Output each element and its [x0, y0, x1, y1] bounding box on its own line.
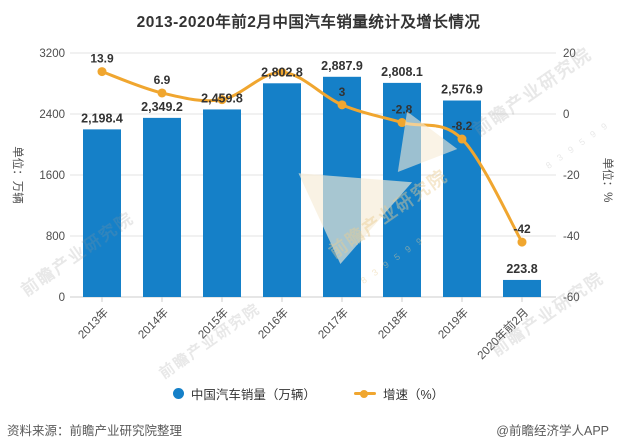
- x-axis-label: 2015年: [195, 305, 231, 341]
- x-axis-label: 2018年: [375, 305, 411, 341]
- bar: [263, 83, 301, 297]
- line-point: [97, 67, 107, 77]
- source-note: 资料来源：前瞻产业研究院整理: [7, 424, 183, 438]
- left-axis-tick-label: 3200: [39, 48, 65, 60]
- chart-title: 2013-2020年前2月中国汽车销量统计及增长情况: [136, 14, 481, 31]
- bar-value-label: 2,576.9: [441, 83, 483, 97]
- bar: [503, 279, 541, 297]
- right-axis-tick-label: -60: [563, 292, 580, 304]
- left-axis-tick-label: 0: [59, 292, 65, 304]
- line-value-label: 13.9: [90, 52, 114, 66]
- line-value-label: -8.2: [452, 119, 473, 133]
- line-point: [457, 134, 467, 144]
- bar-value-label: 2,802.8: [261, 65, 303, 79]
- right-axis-name: 单位：%: [601, 158, 615, 203]
- line-value-label: 6.9: [154, 73, 171, 87]
- line-point: [397, 118, 407, 128]
- line-value-label: 3: [339, 85, 346, 99]
- legend-label: 增速（%）: [382, 388, 445, 402]
- bar-value-label: 2,459.8: [201, 91, 243, 105]
- x-axis-label: 2019年: [435, 305, 471, 341]
- credit-note: @前瞻经济学人APP: [496, 424, 609, 438]
- x-axis-label: 2020年前2月: [474, 305, 531, 362]
- legend-label: 中国汽车销量（万辆）: [190, 388, 316, 402]
- line-point: [217, 95, 227, 105]
- legend-item-sales[interactable]: 中国汽车销量（万辆）: [172, 384, 316, 403]
- bar-value-label: 2,198.4: [81, 111, 123, 125]
- line-value-label: -2.8: [392, 103, 413, 117]
- right-axis-tick-label: 0: [563, 109, 569, 121]
- left-axis-tick-label: 2400: [39, 109, 65, 121]
- left-axis-name: 单位：万辆: [11, 146, 25, 204]
- right-axis-tick-label: -20: [563, 170, 580, 182]
- bar-value-label: 2,349.2: [141, 100, 183, 114]
- bar-value-label: 2,887.9: [321, 59, 363, 73]
- bar: [203, 109, 241, 297]
- legend-item-growth[interactable]: 增速（%）: [353, 384, 445, 403]
- legend-circle-marker-icon: [172, 388, 184, 399]
- x-axis-label: 2013年: [75, 305, 111, 341]
- left-axis-tick-label: 1600: [39, 170, 65, 182]
- chart-legend: 中国汽车销量（万辆） 增速（%）: [0, 384, 617, 403]
- line-point: [517, 237, 527, 247]
- line-point: [157, 88, 167, 98]
- x-axis-label: 2017年: [315, 305, 351, 341]
- bar: [83, 129, 121, 297]
- bar-value-label: 223.8: [506, 262, 537, 276]
- line-point: [337, 100, 347, 110]
- right-axis-tick-label: -40: [563, 231, 580, 243]
- bar: [143, 117, 181, 297]
- x-axis-label: 2014年: [135, 305, 171, 341]
- x-axis-label: 2016年: [255, 305, 291, 341]
- left-axis-tick-label: 800: [46, 231, 65, 243]
- line-value-label: -42: [513, 222, 531, 236]
- legend-linedot-marker-icon: [353, 388, 376, 399]
- line-point: [277, 67, 287, 77]
- bar-value-label: 2,808.1: [381, 65, 423, 79]
- right-axis-tick-label: 20: [563, 48, 576, 60]
